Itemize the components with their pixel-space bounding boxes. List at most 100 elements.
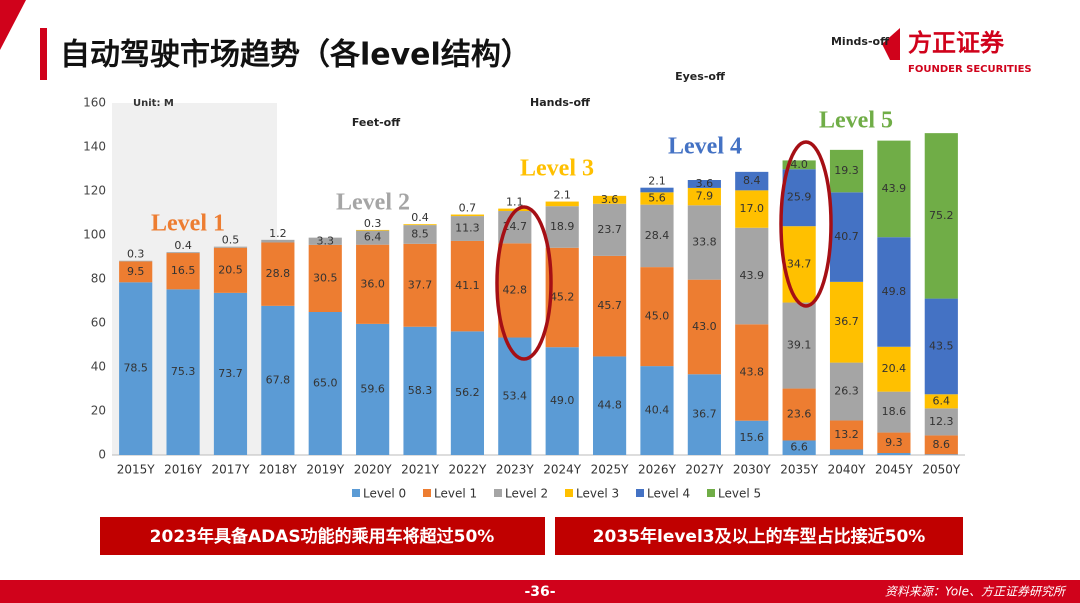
bar-segment <box>782 169 816 227</box>
bar-segment <box>403 224 437 226</box>
logo-en: FOUNDER SECURITIES <box>908 64 1032 75</box>
bar-segment <box>592 255 627 357</box>
x-tick-label: 2050Y <box>922 463 961 477</box>
data-label: 0.4 <box>411 211 429 224</box>
bar-segment <box>356 244 390 324</box>
data-label: 1.2 <box>269 227 287 240</box>
data-label: 0.5 <box>222 234 240 247</box>
legend-label: Level 4 <box>647 487 690 501</box>
banner-text: 2023年具备ADAS功能的乘用车将超过50% <box>150 526 495 547</box>
bar-segment <box>166 252 200 254</box>
data-label: 20.4 <box>882 362 907 375</box>
bar-segment <box>924 298 958 395</box>
bar-segment <box>592 203 627 256</box>
y-tick-label: 60 <box>91 316 106 330</box>
data-label: 78.5 <box>123 362 148 375</box>
bar-segment <box>261 239 295 243</box>
data-label: 45.0 <box>645 310 670 323</box>
bar-segment <box>924 435 958 455</box>
banner-box <box>100 517 545 555</box>
legend-swatch <box>352 489 360 497</box>
bar-segment <box>640 192 674 205</box>
data-label: 17.0 <box>740 202 765 215</box>
footer-bar <box>0 580 1080 603</box>
logo-cn: 方正证券 <box>908 29 1005 57</box>
level-label: Level 1 <box>151 211 225 237</box>
bar-segment <box>877 432 911 454</box>
data-label: 0.3 <box>364 217 382 230</box>
bar-segment <box>877 453 911 455</box>
bar-segment <box>166 253 200 290</box>
x-tick-label: 2017Y <box>212 463 251 477</box>
data-label: 23.7 <box>597 223 622 236</box>
legend-label: Level 2 <box>505 487 548 501</box>
data-label: 75.3 <box>171 365 196 378</box>
data-label: 39.1 <box>787 339 812 352</box>
bar-segment <box>450 216 485 241</box>
data-label: 7.9 <box>696 190 714 203</box>
y-tick-label: 100 <box>83 228 106 242</box>
data-label: 6.6 <box>790 441 808 454</box>
bar-segment <box>213 247 248 293</box>
bar-segment <box>687 205 721 280</box>
bar-segment <box>687 180 721 188</box>
bar-segment <box>640 187 674 193</box>
bar-segment <box>450 331 485 455</box>
data-label: 45.2 <box>550 290 575 303</box>
source: 资料来源：Yole、方正证券研究所 <box>885 585 1067 599</box>
highlight-2035 <box>779 140 833 308</box>
level-label: Level 3 <box>520 156 594 182</box>
level-label: Level 5 <box>819 108 893 134</box>
data-label: 40.4 <box>645 404 670 417</box>
x-tick-label: 2020Y <box>354 463 393 477</box>
data-label: 40.7 <box>834 230 859 243</box>
data-label: 0.3 <box>127 248 145 261</box>
data-label: 23.6 <box>787 408 812 421</box>
bar-segment <box>877 140 911 238</box>
data-label: 25.9 <box>787 191 812 204</box>
bar-segment <box>356 230 390 245</box>
bar-segment <box>403 326 437 455</box>
bar-segment <box>592 195 627 204</box>
x-tick-label: 2024Y <box>543 463 582 477</box>
bar-segment <box>450 214 485 217</box>
bar-segment <box>782 226 816 303</box>
y-tick-label: 20 <box>91 404 106 418</box>
x-tick-label: 2023Y <box>496 463 535 477</box>
bar-segment <box>119 261 153 283</box>
x-tick-label: 2019Y <box>306 463 345 477</box>
y-tick-label: 120 <box>83 184 106 198</box>
data-label: 37.7 <box>408 278 433 291</box>
data-label: 58.3 <box>408 384 433 397</box>
data-label: 36.0 <box>360 277 385 290</box>
bar-segment <box>356 229 390 231</box>
data-label: 12.3 <box>929 415 954 428</box>
legend-label: Level 0 <box>363 487 406 501</box>
bar-segment <box>687 374 721 455</box>
bar-segment <box>640 204 674 268</box>
bar-segment <box>308 244 342 312</box>
title-bar <box>40 28 47 80</box>
data-label: 8.4 <box>743 174 761 187</box>
data-label: 18.6 <box>882 405 907 418</box>
legend-swatch <box>423 489 431 497</box>
bar-segment <box>924 408 958 436</box>
banner-box <box>555 517 963 555</box>
data-label: 5.6 <box>648 191 666 204</box>
data-label: 9.5 <box>127 265 145 278</box>
y-tick-label: 40 <box>91 360 106 374</box>
legend-swatch <box>636 489 644 497</box>
data-label: 4.0 <box>790 158 808 171</box>
bar-segment <box>640 366 674 455</box>
data-label: 49.8 <box>882 285 907 298</box>
bar-segment <box>166 289 200 455</box>
x-tick-label: 2026Y <box>638 463 677 477</box>
data-label: 53.4 <box>503 389 528 402</box>
x-tick-label: 2035Y <box>780 463 819 477</box>
bar-segment <box>450 240 485 332</box>
bar-segment <box>687 187 721 206</box>
bar-segment <box>356 323 390 455</box>
data-label: 33.8 <box>692 235 717 248</box>
bar-segment <box>877 346 911 392</box>
data-label: 44.8 <box>597 399 622 412</box>
